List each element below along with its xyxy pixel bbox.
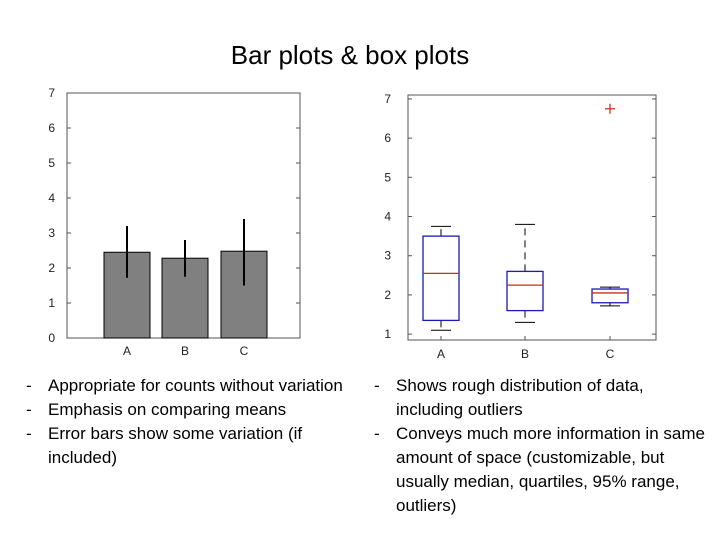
bullet-dash: - bbox=[374, 424, 380, 443]
bar-chart: 0 1 2 3 4 5 6 7 A B C bbox=[48, 86, 301, 358]
plot-frame bbox=[407, 94, 657, 341]
y-tick-label: 1 bbox=[48, 296, 55, 310]
slide-title: Bar plots & box plots bbox=[230, 40, 470, 70]
y-tick-label: 3 bbox=[48, 226, 55, 240]
bullet-dash: - bbox=[374, 376, 380, 395]
y-tick-label: 6 bbox=[48, 121, 55, 135]
bar-plot-notes: - Appropriate for counts without variatio… bbox=[26, 374, 346, 470]
x-tick-label: C bbox=[606, 347, 615, 361]
bullet-text: Conveys much more information in same am… bbox=[396, 424, 705, 515]
bullet-item: - Conveys much more information in same a… bbox=[374, 422, 714, 518]
bullet-text: Error bars show some variation (if inclu… bbox=[48, 424, 303, 467]
x-tick-label: A bbox=[123, 344, 131, 358]
box bbox=[591, 288, 629, 304]
bullet-text: Appropriate for counts without variation bbox=[48, 376, 343, 395]
y-tick-label: 7 bbox=[48, 86, 55, 100]
y-tick-label: 5 bbox=[384, 170, 391, 184]
bullet-item: - Appropriate for counts without variatio… bbox=[26, 374, 346, 398]
outlier-marker bbox=[605, 103, 615, 114]
bullet-text: Emphasis on comparing means bbox=[48, 400, 287, 419]
box-plot-notes: - Shows rough distribution of data, inclu… bbox=[374, 374, 714, 518]
box-plot-chart: 1 2 3 4 5 6 7 A B C bbox=[384, 92, 657, 361]
x-tick-label: B bbox=[521, 347, 529, 361]
y-tick-label: 4 bbox=[384, 210, 391, 224]
bullet-dash: - bbox=[26, 400, 32, 419]
x-tick-label: C bbox=[240, 344, 249, 358]
bullet-text: Shows rough distribution of data, includ… bbox=[396, 376, 644, 419]
x-tick-label: A bbox=[437, 347, 445, 361]
bullet-dash: - bbox=[26, 376, 32, 395]
y-tick-label: 2 bbox=[48, 261, 55, 275]
y-tick-label: 6 bbox=[384, 131, 391, 145]
box bbox=[506, 270, 544, 312]
bullet-dash: - bbox=[26, 424, 32, 443]
y-tick-label: 2 bbox=[384, 288, 391, 302]
y-tick-label: 4 bbox=[48, 191, 55, 205]
y-tick-label: 1 bbox=[384, 327, 391, 341]
bullet-item: - Emphasis on comparing means bbox=[26, 398, 346, 422]
bullet-item: - Shows rough distribution of data, inclu… bbox=[374, 374, 714, 422]
y-tick-label: 0 bbox=[48, 331, 55, 345]
box bbox=[422, 235, 460, 322]
y-tick-label: 7 bbox=[384, 92, 391, 106]
y-tick-label: 5 bbox=[48, 156, 55, 170]
y-tick-label: 3 bbox=[384, 249, 391, 263]
x-tick-label: B bbox=[181, 344, 189, 358]
bullet-item: - Error bars show some variation (if incl… bbox=[26, 422, 346, 470]
